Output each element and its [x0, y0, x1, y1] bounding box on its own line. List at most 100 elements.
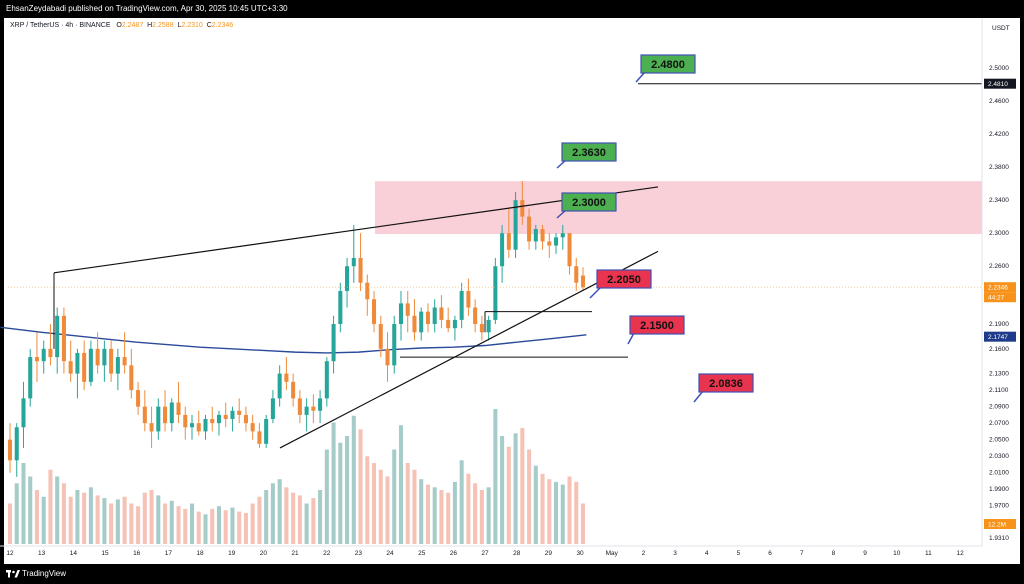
candle-body: [210, 419, 215, 424]
time-tick-label: 28: [513, 550, 521, 557]
candle-body: [82, 352, 87, 382]
time-tick-label: 24: [386, 550, 394, 557]
volume-bar: [169, 500, 174, 544]
volume-bar: [149, 490, 154, 544]
candle-body: [311, 406, 316, 411]
candle-body: [270, 398, 275, 420]
volume-bar: [567, 476, 572, 544]
time-tick-label: 16: [133, 550, 141, 557]
callout-label: 2.3000: [572, 197, 606, 209]
symbol-name: XRP / TetherUS · 4h · BINANCE: [10, 22, 111, 29]
callout-label: 2.0836: [709, 378, 743, 390]
volume-bar: [82, 492, 87, 544]
candle-body: [486, 319, 491, 333]
candle-body: [365, 282, 370, 300]
volume-bar: [304, 503, 309, 544]
callout-box: [561, 192, 617, 212]
lower-trendline: [279, 250, 659, 449]
volume-bar: [378, 469, 383, 544]
volume-bar: [109, 503, 114, 544]
volume-bar: [500, 436, 505, 544]
volume-bar: [203, 514, 208, 544]
moving-average-layer: [0, 326, 587, 354]
callout-2-3000: 2.3000: [556, 192, 617, 219]
candle-body: [189, 423, 195, 428]
candle-body: [129, 365, 134, 391]
candle-body: [324, 361, 329, 399]
candle-body: [479, 324, 484, 333]
candle-body: [102, 348, 107, 366]
open-label: O: [116, 22, 122, 29]
candle-body: [68, 361, 73, 374]
candles-layer: [7, 181, 586, 477]
volume-bar: [88, 487, 93, 544]
candle-body: [304, 406, 309, 415]
volume-bar: [513, 433, 518, 544]
volume-bar: [432, 487, 437, 544]
volume-bar: [405, 463, 410, 544]
volume-bar: [466, 473, 471, 544]
volume-bar: [250, 503, 255, 544]
candle-body: [203, 419, 208, 432]
volume-bar: [129, 503, 134, 544]
price-tick-label: 2.0100: [989, 470, 1009, 477]
volume-bar: [7, 503, 13, 544]
callout-box: [561, 142, 617, 162]
volume-bar: [216, 506, 221, 544]
volume-bar: [385, 476, 390, 544]
volume-bar: [163, 503, 168, 544]
candle-body: [446, 319, 451, 329]
candle-body: [547, 241, 552, 246]
candle-body: [223, 414, 228, 420]
candle-body: [14, 427, 19, 461]
candle-body: [540, 229, 545, 242]
price-chart[interactable]: 2.4800 2.3630 2.3000 2.2050 2.1500 2.0836 USD…: [0, 18, 1024, 564]
time-tick-label: 30: [576, 550, 584, 557]
low-value: 2.2310: [181, 22, 203, 29]
candle-body: [412, 315, 417, 333]
time-tick-label: 18: [196, 550, 204, 557]
candle-body: [55, 315, 60, 358]
candle-body: [264, 419, 269, 444]
resistance-zone: [375, 181, 982, 235]
time-tick-label: 21: [291, 550, 299, 557]
candle-body: [527, 216, 532, 242]
time-tick-label: 23: [355, 550, 363, 557]
callout-pointer: [627, 332, 635, 345]
callout-box: [698, 373, 754, 393]
candle-body: [580, 275, 586, 288]
time-tick-label: 7: [800, 550, 804, 557]
price-tick-label: 1.9900: [989, 486, 1009, 493]
volume-bar: [230, 507, 235, 544]
resistance-zone-layer: [375, 181, 982, 235]
candle-body: [466, 291, 471, 308]
candle-body: [473, 307, 478, 325]
time-tick-label: 15: [101, 550, 109, 557]
close-value: 2.2346: [211, 22, 234, 29]
volume-bar: [324, 449, 329, 544]
price-tick-label: 1.9310: [989, 535, 1009, 542]
footer-bar: TradingView: [0, 564, 1024, 584]
volume-bar: [372, 463, 377, 544]
candle-body: [574, 266, 579, 283]
price-tick-label: 2.4200: [989, 131, 1009, 138]
candle-body: [345, 266, 350, 291]
candle-body: [163, 406, 168, 424]
volume-bar: [264, 490, 269, 544]
volume-bar: [473, 483, 478, 544]
time-tick-label: May: [606, 550, 619, 557]
volume-bar: [311, 498, 316, 544]
candle-body: [28, 357, 33, 399]
callout-2-0836: 2.0836: [693, 373, 754, 403]
time-tick-label: 14: [70, 550, 78, 557]
volume-bar: [95, 495, 100, 544]
volume-bar: [196, 511, 201, 544]
candle-body: [567, 233, 572, 267]
volume-bar: [459, 460, 464, 544]
price-tag-last-bg: [984, 282, 1016, 293]
volume-bar: [55, 476, 60, 544]
volume-layer: [7, 409, 586, 544]
time-tick-label: 2: [642, 550, 646, 557]
axes-layer: USDT 2.5000 2.4600 2.4200 2.3800 2.3400 2.3000…: [0, 18, 1016, 557]
close-label: C: [206, 22, 212, 29]
